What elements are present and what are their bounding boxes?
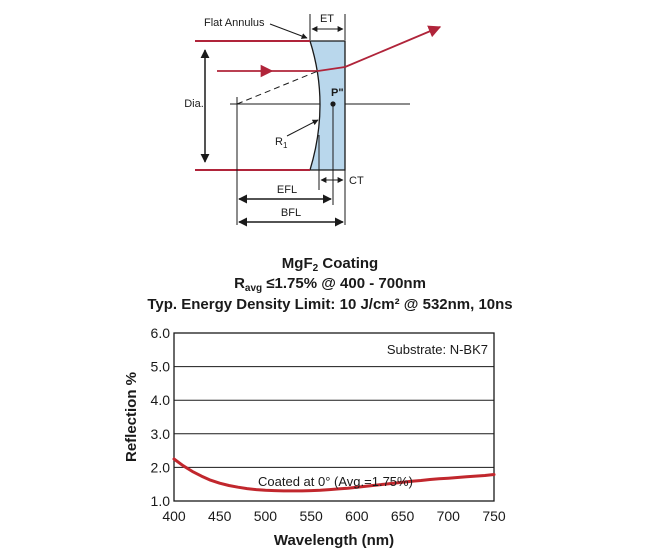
y-tick-label: 1.0	[151, 493, 171, 509]
title-line-3: Typ. Energy Density Limit: 10 J/cm² @ 53…	[147, 296, 512, 313]
title-line-1: MgF2 Coating	[282, 255, 378, 274]
x-tick-labels: 400 450 500 550 600 650 700 750	[162, 508, 506, 524]
refracted-ray	[317, 66, 346, 72]
lens-body	[309, 40, 346, 171]
title-line-2: Ravg ≤1.75% @ 400 - 700nm	[234, 275, 426, 294]
x-tick-label: 450	[208, 508, 232, 524]
dia-label: Dia.	[184, 98, 204, 110]
chart-title: MgF2 Coating Ravg ≤1.75% @ 400 - 700nm T…	[147, 255, 512, 313]
x-tick-label: 650	[391, 508, 415, 524]
flat-annulus-label: Flat Annulus	[204, 17, 265, 29]
y-tick-label: 2.0	[151, 459, 171, 475]
reflection-chart: 1.0 2.0 3.0 4.0 5.0 6.0 400 450 500 550 600 650 700…	[123, 325, 506, 549]
y-tick-label: 3.0	[151, 426, 171, 442]
y-tick-labels: 1.0 2.0 3.0 4.0 5.0 6.0	[151, 325, 171, 509]
r1-pointer	[286, 119, 319, 137]
bfl-label: BFL	[281, 207, 301, 219]
y-tick-label: 5.0	[151, 359, 171, 375]
principal-point-label: P"	[331, 87, 344, 99]
x-axis-title: Wavelength (nm)	[274, 532, 394, 549]
r1-label: R1	[275, 136, 288, 150]
chart-frame	[173, 332, 495, 502]
et-label: ET	[320, 13, 334, 25]
x-tick-label: 700	[437, 508, 461, 524]
x-tick-label: 750	[482, 508, 506, 524]
efl-label: EFL	[277, 184, 297, 196]
virtual-ray	[236, 70, 319, 105]
x-tick-label: 550	[299, 508, 323, 524]
reflection-curve	[172, 457, 496, 493]
y-tick-label: 4.0	[151, 392, 171, 408]
chart-grid	[174, 366, 494, 468]
exit-ray	[344, 25, 442, 68]
flat-annulus-pointer	[269, 23, 308, 39]
y-axis-title: Reflection %	[123, 372, 140, 462]
lens-diagram: Dia. P" Flat Annulus ET R1 CT EFL	[184, 13, 442, 227]
y-tick-label: 6.0	[151, 325, 171, 341]
x-tick-label: 500	[254, 508, 278, 524]
ct-label: CT	[349, 175, 364, 187]
curve-label: Coated at 0° (Avg.=1.75%)	[258, 474, 413, 489]
x-tick-label: 400	[162, 508, 186, 524]
substrate-note: Substrate: N-BK7	[387, 342, 488, 357]
x-tick-label: 600	[345, 508, 369, 524]
